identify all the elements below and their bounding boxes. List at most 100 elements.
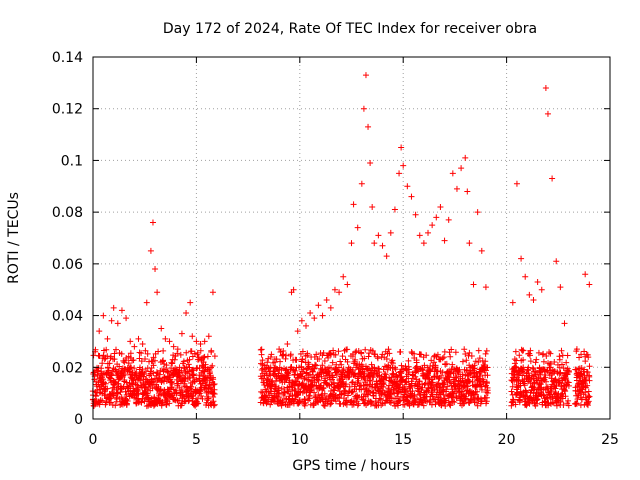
y-tick-label: 0.02 <box>52 360 83 376</box>
roti-point-dense <box>137 377 144 384</box>
roti-point-dense <box>473 399 480 406</box>
grid-layer <box>93 57 610 419</box>
roti-point-dense <box>562 376 569 383</box>
roti-point-dense <box>397 397 404 404</box>
roti-point-dense <box>512 363 519 370</box>
roti-point-dense <box>178 402 185 409</box>
roti-point-dense <box>359 396 366 403</box>
roti-point-dense <box>546 364 553 371</box>
roti-point-dense <box>138 358 145 365</box>
roti-point-dense <box>527 358 534 365</box>
roti-point-dense <box>120 384 127 391</box>
roti-point <box>189 333 196 340</box>
roti-point-dense <box>383 356 390 363</box>
x-axis-label: GPS time / hours <box>292 458 409 474</box>
roti-point-dense <box>318 373 325 380</box>
roti-point-dense <box>208 347 215 354</box>
roti-point-dense <box>565 379 572 386</box>
roti-point <box>437 203 444 210</box>
roti-point-dense <box>327 392 334 399</box>
y-tick-label: 0.08 <box>52 205 83 221</box>
roti-point-dense <box>484 364 491 371</box>
roti-point-dense <box>447 402 454 409</box>
plot-frame <box>92 56 611 420</box>
roti-point-dense <box>462 396 469 403</box>
y-tick-label: 0 <box>74 412 83 428</box>
roti-point <box>311 315 318 322</box>
roti-point-dense <box>258 366 265 373</box>
roti-point <box>123 315 130 322</box>
roti-point-dense <box>201 367 208 374</box>
roti-point-dense <box>440 391 447 398</box>
roti-point-dense <box>389 360 396 367</box>
roti-point-dense <box>130 357 137 364</box>
y-tick-label: 0.14 <box>52 50 83 66</box>
roti-point <box>284 341 291 348</box>
roti-point-dense <box>511 356 518 363</box>
roti-point <box>553 258 560 265</box>
roti-point-dense <box>111 350 118 357</box>
roti-point-dense <box>443 360 450 367</box>
roti-point-dense <box>478 397 485 404</box>
roti-point-dense <box>449 361 456 368</box>
roti-point <box>470 281 477 288</box>
roti-point <box>162 335 169 342</box>
roti-point-dense <box>299 356 306 363</box>
roti-point <box>453 185 460 192</box>
roti-point-dense <box>452 349 459 356</box>
roti-point-dense <box>120 357 127 364</box>
roti-point-dense <box>515 376 522 383</box>
roti-point-dense <box>585 394 592 401</box>
roti-point <box>362 72 369 79</box>
roti-point <box>174 346 181 353</box>
roti-point-dense <box>116 363 123 370</box>
roti-point-dense <box>320 385 327 392</box>
roti-point-dense <box>434 351 441 358</box>
roti-point-dense <box>463 357 470 364</box>
roti-point-dense <box>258 351 265 358</box>
roti-point-dense <box>422 397 429 404</box>
roti-point-dense <box>160 357 167 364</box>
roti-point <box>110 304 117 311</box>
roti-point <box>354 224 361 231</box>
roti-point-dense <box>121 371 128 378</box>
roti-point-dense <box>352 356 359 363</box>
roti-point-dense <box>364 391 371 398</box>
roti-point-dense <box>191 350 198 357</box>
roti-point-dense <box>169 381 176 388</box>
roti-point-dense <box>514 384 521 391</box>
roti-point <box>582 271 589 278</box>
roti-point-dense <box>387 399 394 406</box>
roti-point-dense <box>355 377 362 384</box>
roti-point-dense <box>327 401 334 408</box>
roti-point-dense <box>576 381 583 388</box>
roti-point <box>561 320 568 327</box>
roti-point-dense <box>484 390 491 397</box>
roti-point-dense <box>150 354 157 361</box>
roti-point-dense <box>101 355 108 362</box>
roti-point-dense <box>484 384 491 391</box>
roti-point <box>375 232 382 239</box>
roti-point-dense <box>428 401 435 408</box>
roti-point <box>379 242 386 249</box>
roti-point <box>143 299 150 306</box>
roti-point-dense <box>520 356 527 363</box>
roti-point-dense <box>188 348 195 355</box>
roti-point-dense <box>365 387 372 394</box>
y-axis-ticks: 0 0.02 0.04 0.06 0.08 0.1 0.12 0.14 <box>52 50 610 428</box>
roti-point-dense <box>462 351 469 358</box>
roti-point-dense <box>483 347 490 354</box>
roti-point-dense <box>516 352 523 359</box>
roti-point-dense <box>521 382 528 389</box>
roti-point <box>209 289 216 296</box>
roti-point-dense <box>391 390 398 397</box>
roti-point <box>193 338 200 345</box>
roti-point <box>522 273 529 280</box>
roti-point-dense <box>408 378 415 385</box>
roti-point-dense <box>144 350 151 357</box>
roti-point-dense <box>278 400 285 407</box>
roti-point-dense <box>392 366 399 373</box>
roti-point <box>152 266 159 273</box>
